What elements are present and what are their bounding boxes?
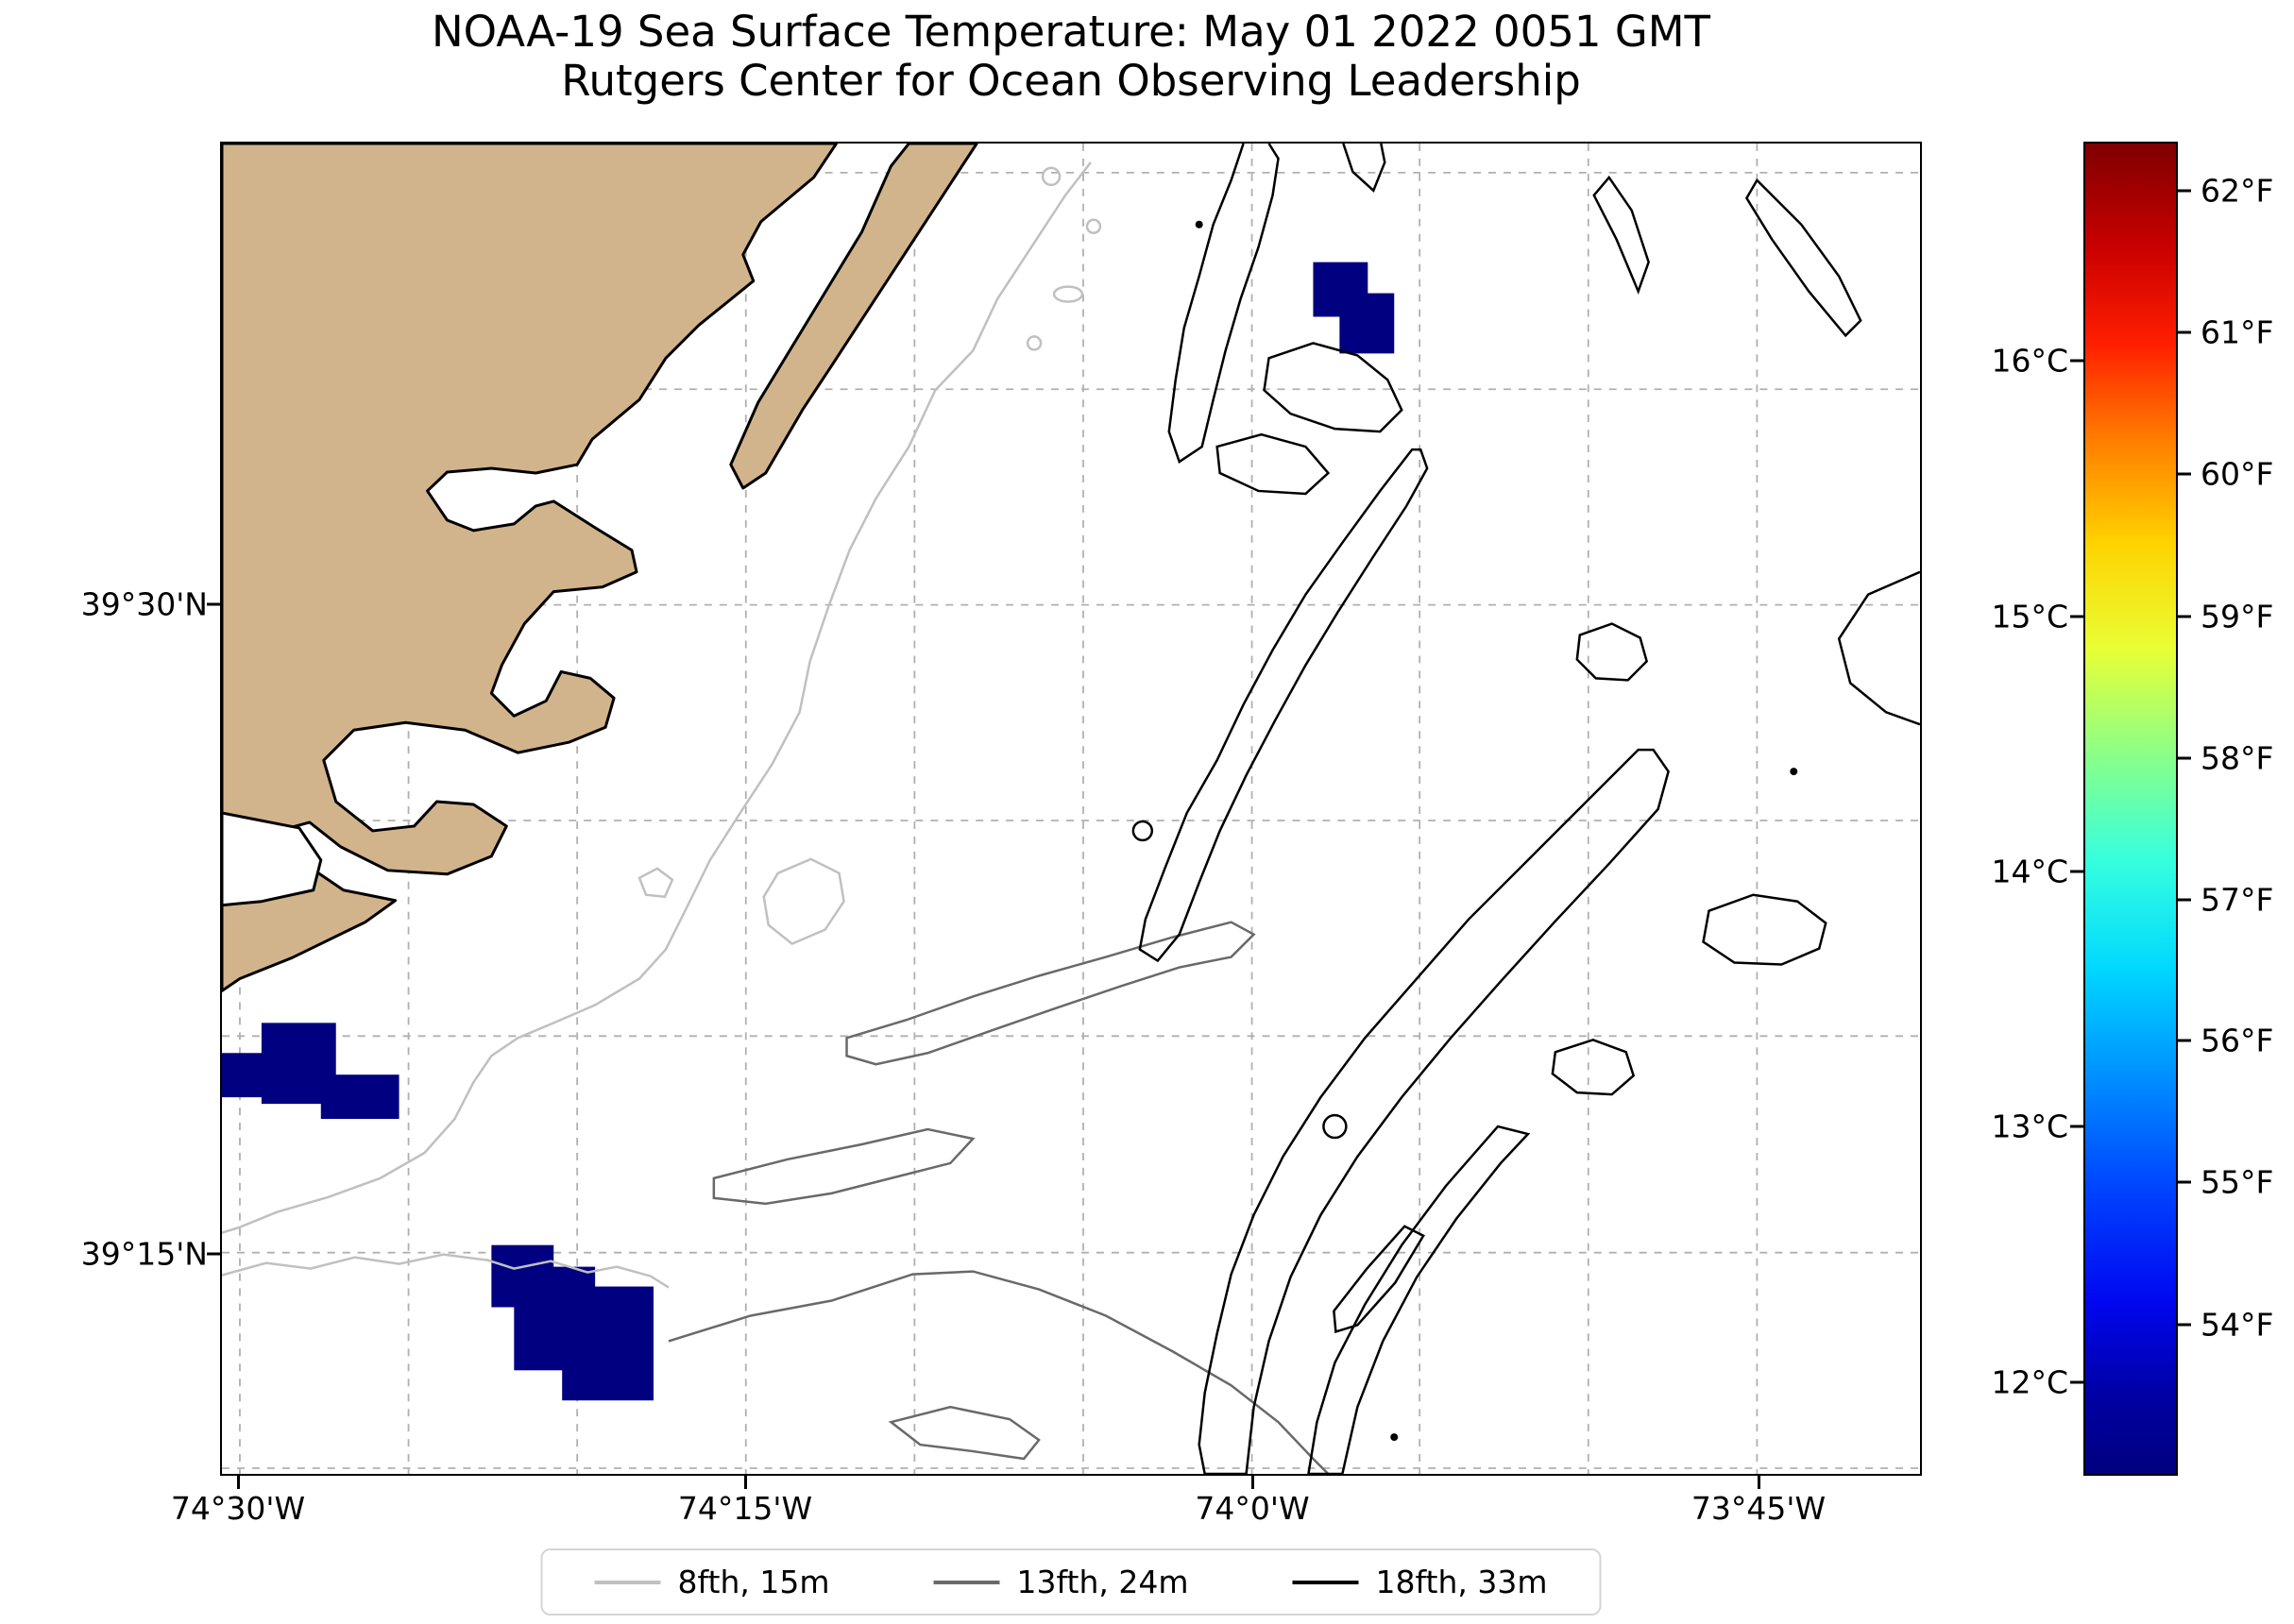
legend-line-18fth	[1292, 1580, 1359, 1584]
colorbar-tick-f	[2178, 898, 2191, 902]
colorbar-tick-f	[2178, 472, 2191, 476]
colorbar-tick-c	[2070, 1125, 2083, 1128]
colorbar-label-fahrenheit: 62°F	[2201, 172, 2274, 210]
colorbar-tick-f	[2178, 330, 2191, 334]
contour-8fth-15m	[222, 161, 1102, 1289]
colorbar-label-fahrenheit: 57°F	[2201, 881, 2274, 919]
colorbar-label-fahrenheit: 55°F	[2201, 1163, 2274, 1201]
map-canvas	[222, 144, 1920, 1474]
x-axis-tick	[744, 1476, 747, 1489]
legend-label: 8fth, 15m	[677, 1564, 830, 1600]
colorbar-tick-f	[2178, 1323, 2191, 1327]
contour-dots	[1195, 220, 1798, 1442]
x-tick-label: 73°45'W	[1691, 1490, 1827, 1527]
y-axis-tick	[207, 602, 220, 606]
colorbar-label-celsius: 14°C	[1991, 853, 2068, 890]
contour-18fth-33m	[1131, 144, 1920, 1474]
legend-label: 13fth, 24m	[1016, 1564, 1189, 1600]
y-tick-label: 39°30'N	[80, 585, 208, 623]
legend-item-13fth: 13fth, 24m	[933, 1564, 1189, 1600]
figure-title: NOAA-19 Sea Surface Temperature: May 01 …	[431, 7, 1711, 57]
x-tick-label: 74°30'W	[170, 1490, 306, 1527]
map-plot	[220, 142, 1922, 1476]
sst-data-patches	[222, 262, 1395, 1401]
colorbar-tick-f	[2178, 756, 2191, 760]
colorbar-tick-f	[2178, 1180, 2191, 1184]
colorbar-label-celsius: 15°C	[1991, 598, 2068, 635]
sst-patch	[320, 1074, 399, 1120]
colorbar-label-fahrenheit: 60°F	[2201, 455, 2274, 493]
colorbar-tick-c	[2070, 1380, 2083, 1384]
colorbar-tick-c	[2070, 870, 2083, 873]
figure-subtitle: Rutgers Center for Ocean Observing Leade…	[561, 56, 1581, 107]
colorbar-tick-c	[2070, 359, 2083, 363]
sst-patch	[222, 1053, 269, 1098]
bay-notch	[222, 811, 323, 907]
colorbar-label-fahrenheit: 61°F	[2201, 313, 2274, 351]
contour-13fth-24m	[668, 921, 1330, 1474]
x-axis-tick	[1758, 1476, 1760, 1489]
colorbar-label-fahrenheit: 54°F	[2201, 1306, 2274, 1344]
x-tick-label: 74°0'W	[1195, 1490, 1310, 1527]
x-axis-tick	[1251, 1476, 1254, 1489]
colorbar-label-celsius: 13°C	[1991, 1108, 2068, 1145]
legend-line-8fth	[594, 1580, 661, 1584]
colorbar-tick-f	[2178, 189, 2191, 193]
title-block: NOAA-19 Sea Surface Temperature: May 01 …	[220, 7, 1922, 107]
legend-item-18fth: 18fth, 33m	[1292, 1564, 1548, 1600]
sst-patch	[562, 1286, 654, 1401]
land-barrier-island	[729, 144, 978, 490]
x-tick-label: 74°15'W	[677, 1490, 813, 1527]
x-axis-tick	[237, 1476, 240, 1489]
colorbar-tick-f	[2178, 1039, 2191, 1042]
sst-patch	[1339, 293, 1395, 354]
colorbar-tick-f	[2178, 615, 2191, 618]
colorbar-label-fahrenheit: 59°F	[2201, 598, 2274, 635]
land-group	[222, 144, 978, 992]
legend-line-13fth	[933, 1580, 1000, 1584]
colorbar-label-celsius: 16°C	[1991, 342, 2068, 380]
depth-contour-legend: 8fth, 15m 13fth, 24m 18fth, 33m	[540, 1548, 1602, 1616]
colorbar	[2083, 142, 2178, 1476]
colorbar-label-celsius: 12°C	[1991, 1363, 2068, 1401]
y-axis-tick	[207, 1252, 220, 1256]
graticule-grid	[222, 144, 1920, 1474]
colorbar-label-fahrenheit: 58°F	[2201, 739, 2274, 777]
colorbar-tick-c	[2070, 615, 2083, 618]
land-mainland	[222, 144, 839, 992]
legend-item-8fth: 8fth, 15m	[594, 1564, 830, 1600]
legend-label: 18fth, 33m	[1375, 1564, 1548, 1600]
y-tick-label: 39°15'N	[80, 1235, 208, 1273]
colorbar-label-fahrenheit: 56°F	[2201, 1022, 2274, 1059]
